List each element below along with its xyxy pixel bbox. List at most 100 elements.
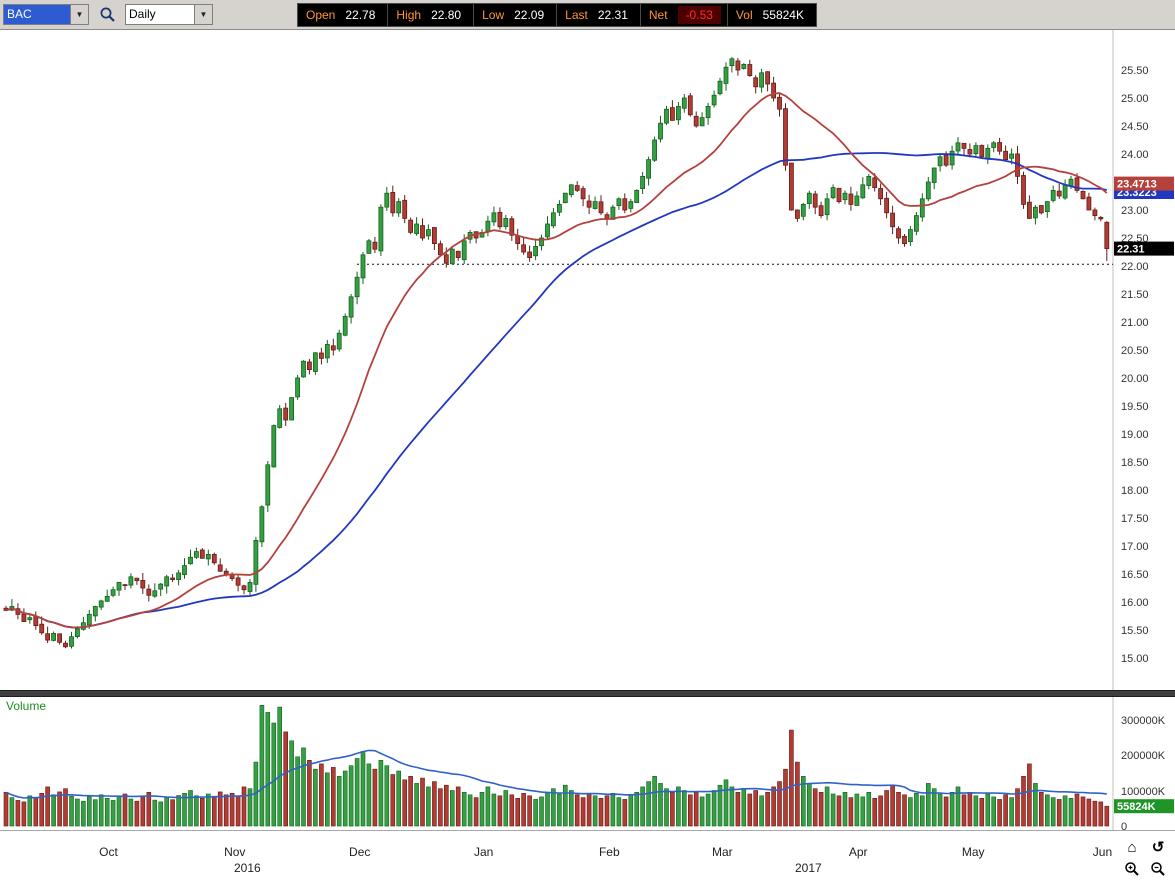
volume-bar: [164, 797, 169, 827]
symbol-dropdown-button[interactable]: ▼: [70, 5, 88, 24]
price-chart[interactable]: 25.5025.0024.5024.0023.5023.0022.5022.00…: [0, 30, 1175, 690]
volume-bar: [485, 786, 491, 827]
candle: [545, 216, 550, 239]
volume-bar: [848, 797, 854, 827]
candle: [931, 167, 937, 190]
nav-zoom-in-button[interactable]: [1122, 859, 1142, 879]
volume-bar: [705, 793, 711, 827]
volume-bar: [860, 796, 866, 827]
candle: [622, 193, 628, 214]
volume-bar: [931, 788, 937, 827]
candle: [527, 245, 532, 262]
candle: [925, 177, 931, 202]
price-tick-label: 21.00: [1121, 317, 1149, 329]
volume-bar: [241, 786, 247, 827]
volume-bar: [884, 790, 889, 827]
candle: [580, 185, 586, 207]
pane-divider[interactable]: [0, 690, 1175, 697]
volume-bar: [610, 793, 616, 827]
volume-bar: [1080, 796, 1086, 827]
volume-bar: [152, 799, 158, 827]
candle: [955, 137, 961, 155]
candle: [265, 461, 271, 512]
volume-chart[interactable]: 300000K 200000K 100000K 0 55824K: [0, 697, 1175, 833]
candle: [1080, 190, 1086, 200]
volume-bar: [1056, 799, 1062, 827]
volume-bar: [277, 706, 283, 827]
volume-tag: 55824K: [1114, 799, 1174, 814]
zoom-in-icon: [1125, 862, 1139, 876]
volume-bar: [991, 796, 997, 827]
candle: [759, 68, 764, 93]
volume-chart-pane[interactable]: 300000K 200000K 100000K 0 55824K Volume: [0, 697, 1175, 833]
undo-icon: ↺: [1151, 839, 1165, 856]
volume-bar: [116, 795, 122, 827]
candle: [360, 252, 366, 285]
volume-bar: [735, 792, 741, 827]
volume-bar: [45, 786, 50, 827]
price-chart-pane[interactable]: 25.5025.0024.5024.0023.5023.0022.5022.00…: [0, 30, 1175, 690]
candle: [449, 247, 455, 265]
candle: [425, 224, 431, 240]
volume-bar: [63, 788, 68, 827]
volume-bar: [800, 776, 806, 827]
volume-bar: [15, 800, 21, 827]
candle: [241, 584, 247, 595]
period-value[interactable]: Daily: [129, 7, 156, 21]
volume-bar: [402, 779, 408, 827]
candle: [1003, 145, 1008, 162]
last-price-tag: 22.31: [1114, 241, 1174, 256]
candle: [193, 547, 199, 559]
price-tick-label: 22.00: [1121, 261, 1149, 273]
candle: [69, 631, 74, 649]
candle: [860, 177, 866, 199]
candle: [789, 162, 794, 211]
volume-bar: [533, 799, 538, 827]
volume-bar: [93, 799, 98, 827]
volume-bar: [384, 765, 390, 827]
search-button[interactable]: [95, 4, 119, 26]
volume-bar: [681, 790, 687, 827]
period-dropdown-button[interactable]: ▼: [194, 5, 212, 24]
symbol-input[interactable]: BAC: [4, 5, 70, 24]
month-label-jan: Jan: [474, 845, 494, 859]
month-label-oct: Oct: [99, 845, 118, 859]
candle: [664, 106, 669, 126]
volume-bar: [973, 795, 979, 827]
candle: [902, 234, 907, 247]
symbol-combo[interactable]: BAC ▼: [3, 4, 89, 25]
volume-bar: [866, 792, 872, 827]
volume-bar: [319, 763, 324, 827]
candle: [1056, 183, 1062, 199]
volume-bar: [81, 800, 86, 827]
quote-field-net: Net -0.53: [641, 3, 728, 26]
candle: [348, 294, 354, 324]
volume-bar: [562, 784, 568, 827]
candle: [854, 191, 860, 206]
volume-bar: [545, 792, 550, 827]
volume-bar: [354, 758, 360, 827]
candle: [640, 172, 645, 194]
volume-bar: [497, 795, 503, 827]
candle: [991, 140, 997, 153]
volume-bar: [854, 793, 860, 827]
candle: [795, 209, 800, 222]
volume-bar: [646, 781, 651, 827]
volume-bar: [699, 796, 705, 827]
volume-pane-label: Volume: [6, 699, 47, 713]
volume-bar: [9, 797, 15, 827]
price-tick-label: 19.50: [1121, 401, 1149, 413]
candle: [1050, 185, 1056, 203]
candle: [128, 573, 134, 589]
nav-home-button[interactable]: ⌂: [1122, 837, 1142, 857]
candle: [949, 145, 955, 170]
volume-bar: [812, 788, 818, 827]
period-combo[interactable]: Daily ▼: [125, 4, 213, 25]
nav-zoom-out-button[interactable]: [1148, 859, 1168, 879]
nav-undo-button[interactable]: ↺: [1148, 837, 1168, 857]
volume-bar: [140, 796, 146, 827]
month-label-apr: Apr: [848, 845, 868, 859]
candle: [235, 574, 241, 592]
candle: [729, 57, 735, 73]
candle: [842, 190, 848, 205]
